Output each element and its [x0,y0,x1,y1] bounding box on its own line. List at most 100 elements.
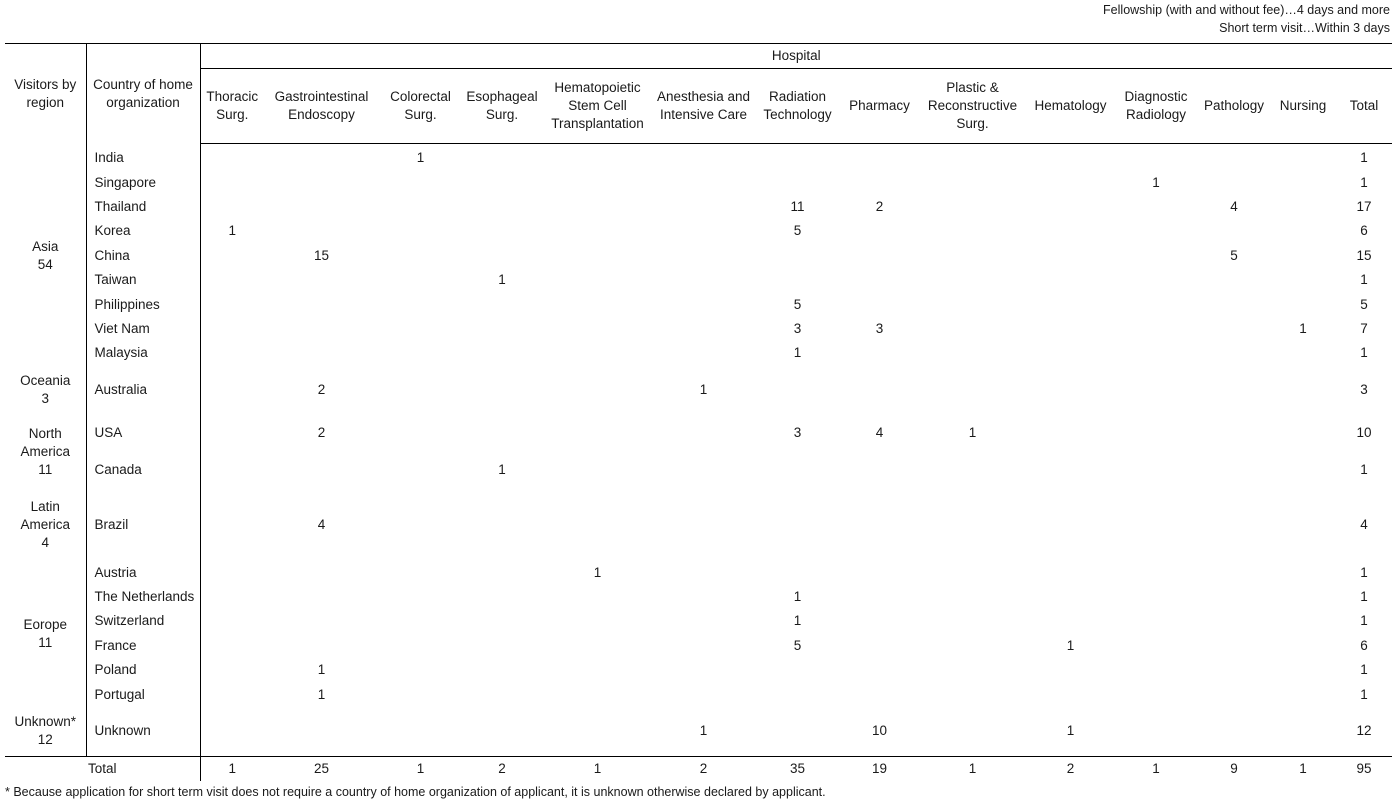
value-cell [462,341,542,365]
value-cell: 1 [317,686,326,702]
table-row: Philippines 5 5 [5,292,1392,317]
region-count: 4 [41,534,49,550]
value-cell: 1 [1152,174,1160,190]
value-cell [379,170,462,194]
value-cell: 4 [1230,198,1238,214]
total-cell: 1 [918,755,1027,781]
value-cell [1027,561,1114,585]
value-cell [653,634,754,658]
value-cell [841,682,918,706]
column-header: Radiation Technology [754,68,841,144]
value-cell: 5 [1230,247,1238,263]
value-cell [653,341,754,365]
value-cell [1114,682,1198,706]
value-cell [200,170,264,194]
value-cell [379,707,462,757]
value-cell [841,561,918,585]
region-count: 12 [37,732,53,748]
country-cell: Portugal [86,682,201,707]
value-cell [754,170,841,194]
value-cell [462,317,542,341]
region-cell: Eorope 11 [5,560,87,707]
country-cell: Taiwan [86,267,201,293]
value-cell [754,658,841,682]
value-cell [653,244,754,268]
value-cell [1270,561,1336,585]
value-cell [841,658,918,682]
value-cell [379,366,462,415]
region-cell: Asia 54 [5,143,87,366]
value-cell [918,452,1027,489]
value-cell [1270,585,1336,609]
value-cell [542,658,653,682]
value-cell [542,244,653,268]
value-cell [918,585,1027,609]
column-header: Pharmacy [841,68,918,144]
value-cell [1027,489,1114,561]
country-cell: Brazil [86,488,201,561]
value-cell: 15 [313,247,330,263]
value-cell: 7 [1360,320,1368,336]
value-cell [653,452,754,489]
value-cell [1114,707,1198,757]
value-cell [841,219,918,243]
value-cell [542,452,653,489]
value-cell [542,317,653,341]
region-name: Asia [32,238,59,254]
region-name: Oceania [20,373,71,389]
value-cell [1198,317,1270,341]
value-cell [1027,609,1114,633]
country-cell: Viet Nam [86,316,201,342]
value-cell [1198,585,1270,609]
value-cell [653,292,754,316]
value-cell: 10 [871,723,888,739]
column-header: Nursing [1270,68,1336,144]
legend-short-term: Short term visit…Within 3 days [1219,21,1390,35]
value-cell [200,144,264,171]
value-cell [841,489,918,561]
value-cell [918,219,1027,243]
table-row: Unknown* 12 Unknown 1 10 1 12 [5,706,1392,757]
value-cell [462,609,542,633]
value-cell [1270,366,1336,415]
total-cell: 1 [542,755,653,781]
value-cell [379,317,462,341]
value-cell [1198,452,1270,489]
value-cell: 3 [793,320,802,336]
table-row: Oceania 3 Australia 2 1 3 [5,365,1392,415]
value-cell: 15 [1356,247,1372,263]
value-cell: 1 [1360,462,1368,478]
value-cell [379,292,462,316]
table-row: Switzerland 1 1 [5,609,1392,634]
value-cell [379,452,462,489]
total-cell: 1 [1114,755,1198,781]
table-row: The Netherlands 1 1 [5,584,1392,610]
value-cell [1114,292,1198,316]
value-cell: 1 [793,345,802,361]
value-cell [264,268,379,292]
value-cell [379,244,462,268]
value-cell: 1 [968,425,977,441]
value-cell [264,170,379,194]
value-cell [1198,268,1270,292]
value-cell [1270,244,1336,268]
value-cell: 1 [699,723,708,739]
value-cell [462,415,542,452]
value-cell [200,366,264,415]
value-cell: 1 [228,223,236,239]
value-cell [1270,658,1336,682]
value-cell [1198,634,1270,658]
value-cell [1198,415,1270,452]
value-cell [1027,366,1114,415]
value-cell: 1 [1360,564,1368,580]
value-cell [264,317,379,341]
value-cell [542,366,653,415]
value-cell [918,634,1027,658]
column-header: Hematology [1027,68,1114,144]
column-header: Diagnostic Radiology [1114,68,1198,144]
country-cell: Malaysia [86,341,201,366]
region-cell: Latin America 4 [5,488,87,561]
value-cell [1114,195,1198,219]
value-cell: 4 [317,516,326,532]
value-cell [1114,609,1198,633]
